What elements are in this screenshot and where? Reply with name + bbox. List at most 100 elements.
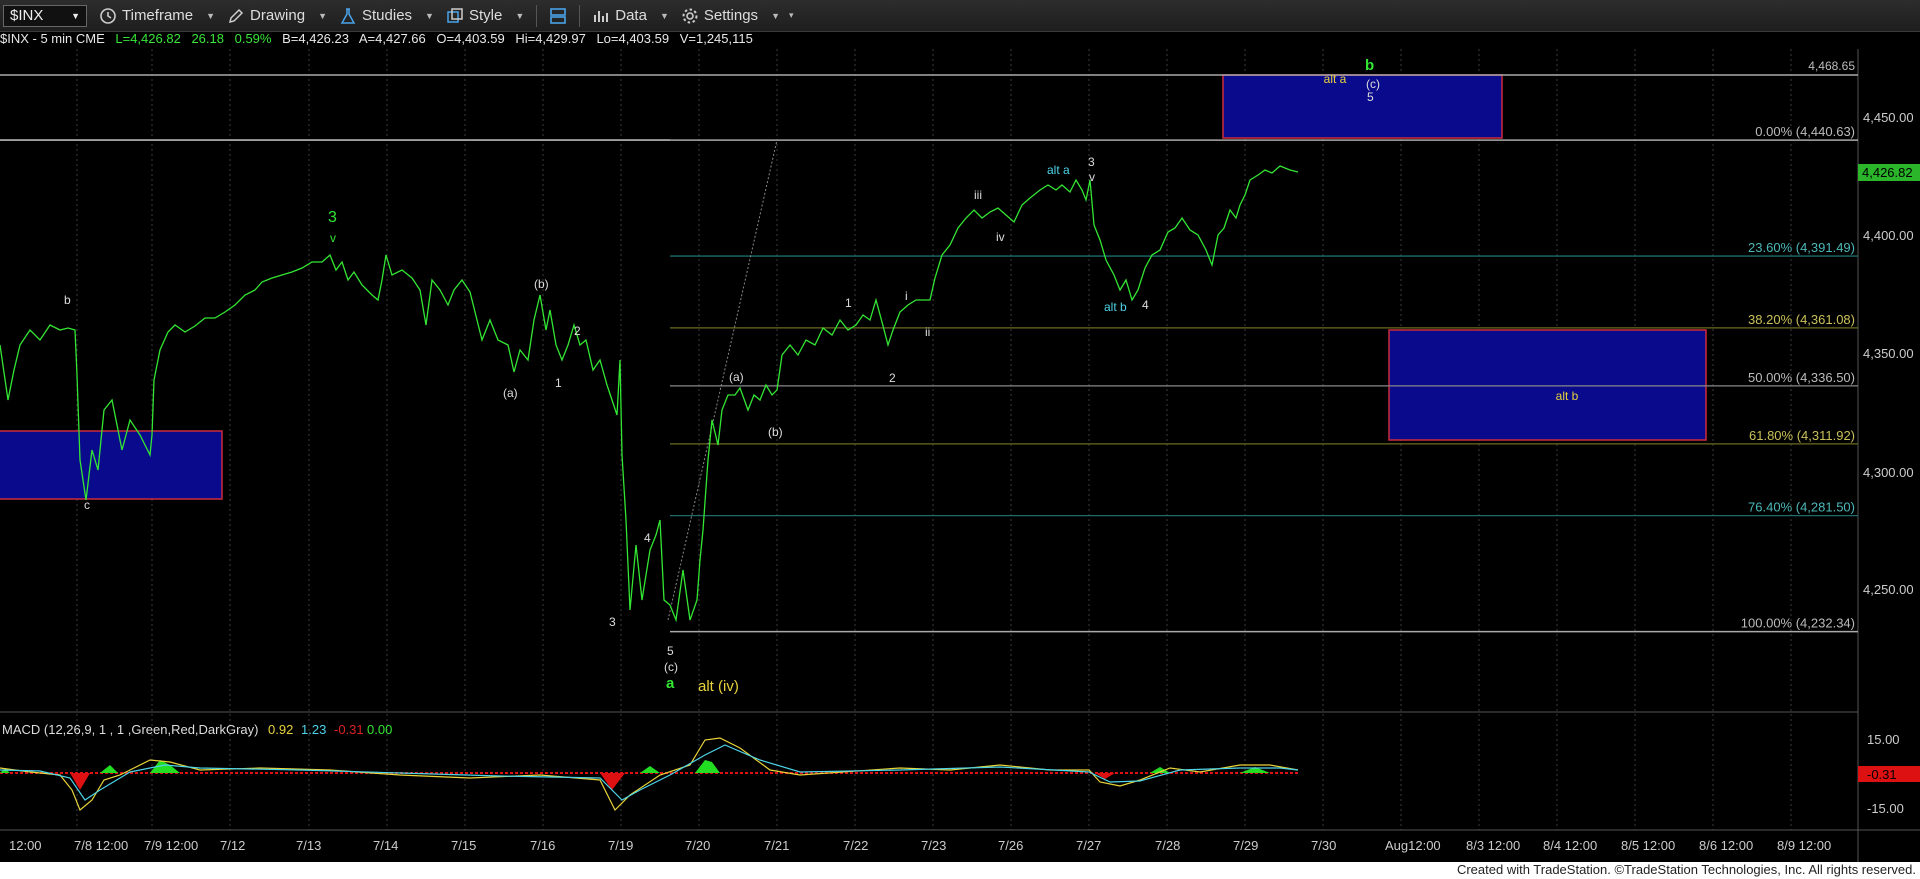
wave-label: (b): [768, 425, 783, 439]
style-button[interactable]: Style ▼: [440, 3, 530, 29]
zone-label-alt-a: alt a: [1324, 72, 1347, 86]
timeframe-label: Timeframe: [122, 7, 194, 24]
wave-label: a: [666, 675, 675, 692]
wave-label: 2: [889, 371, 896, 385]
wave-label: alt a: [1047, 163, 1070, 177]
macd-value: 0.92: [268, 722, 293, 737]
pencil-icon: [229, 8, 244, 23]
wave-label: (a): [503, 386, 518, 400]
macd-histogram-value: -0.31: [334, 722, 364, 737]
high-price: Hi=4,429.97: [515, 31, 586, 46]
price-tick: 4,400.00: [1863, 228, 1914, 243]
fib-level-label: 61.80% (4,311.92): [1749, 428, 1855, 443]
clock-icon: [100, 7, 116, 24]
time-tick: 7/29: [1233, 838, 1258, 853]
time-tick: 7/28: [1155, 838, 1180, 853]
caret-down-icon: ▼: [515, 10, 525, 21]
time-tick: 7/8 12:00: [74, 838, 128, 853]
macd-axis-tick: 15.00: [1867, 732, 1900, 747]
time-tick: 7/16: [530, 838, 555, 853]
style-icon: [447, 7, 463, 23]
wave-label: 5: [667, 644, 674, 658]
toolbar: $INX ▼ Timeframe ▼ Drawing ▼ Studies ▼ S…: [0, 0, 1920, 32]
low-price: Lo=4,403.59: [596, 31, 670, 46]
caret-down-icon: ▼: [425, 10, 434, 21]
fib-retracement[interactable]: 0.00% (4,440.63) 23.60% (4,391.49) 38.20% …: [0, 124, 1858, 633]
net-change: 26.18: [191, 31, 224, 46]
resistance-label: 4,468.65: [1808, 59, 1855, 73]
symbol-text: $INX: [10, 7, 44, 24]
price-series: [0, 165, 1299, 623]
symbol-selector[interactable]: $INX ▼: [3, 4, 87, 27]
time-tick: 8/5 12:00: [1621, 838, 1675, 853]
wave-label: 3: [609, 615, 616, 629]
target-zone-alt-b[interactable]: [1388, 329, 1707, 441]
symbol-info-bar: $INX - 5 min CME L=4,426.82 26.18 0.59% …: [0, 31, 760, 49]
time-tick: 7/19: [608, 838, 633, 853]
data-button[interactable]: Data ▼: [586, 3, 675, 29]
price-tick: 4,250.00: [1863, 582, 1914, 597]
target-zone-top[interactable]: [1222, 74, 1503, 139]
wave-label: 2: [574, 324, 581, 338]
toolbar-divider: [579, 4, 581, 27]
style-label: Style: [468, 7, 503, 24]
wave-label: v: [330, 231, 336, 245]
ask-price: A=4,427.66: [358, 31, 426, 46]
time-tick: 8/3 12:00: [1466, 838, 1520, 853]
macd-zero-value: 0.00: [367, 722, 392, 737]
time-tick: Aug12:00: [1385, 838, 1441, 853]
time-tick: 8/4 12:00: [1543, 838, 1597, 853]
layout-button[interactable]: [543, 3, 573, 29]
symbol-info: $INX - 5 min CME: [0, 31, 105, 46]
zone-label-alt-b: alt b: [1556, 389, 1579, 403]
macd-current-label: -0.31: [1867, 767, 1897, 782]
wave-label: c: [84, 498, 90, 512]
chevron-down-icon: ▼: [71, 10, 80, 21]
copyright-text: Created with TradeStation. ©TradeStation…: [1456, 862, 1916, 877]
studies-button[interactable]: Studies ▼: [333, 3, 440, 29]
bar-chart-icon: [594, 10, 609, 22]
data-label: Data: [615, 7, 647, 24]
wave-label: 3: [328, 209, 337, 226]
fib-level-label: 76.40% (4,281.50): [1748, 500, 1855, 515]
wave-label: (a): [729, 370, 744, 384]
fib-level-label: 0.00% (4,440.63): [1755, 124, 1855, 139]
drawing-button[interactable]: Drawing ▼: [221, 3, 333, 29]
time-tick: 7/13: [296, 838, 321, 853]
macd-histogram-neg: [70, 773, 1115, 790]
settings-label: Settings: [703, 7, 759, 24]
footer: Created with TradeStation. ©TradeStation…: [0, 862, 1920, 879]
macd-line: [0, 737, 1299, 812]
macd-panel[interactable]: MACD (12,26,9, 1 , 1 ,Green,Red,DarkGray…: [0, 722, 1920, 816]
wave-label: 4: [1142, 298, 1149, 312]
wave-label: i: [905, 289, 908, 303]
timeframe-button[interactable]: Timeframe ▼: [93, 3, 221, 29]
time-tick: 8/6 12:00: [1699, 838, 1753, 853]
last-price: L=4,426.82: [115, 31, 181, 46]
open-price: O=4,403.59: [436, 31, 505, 46]
bid-price: B=4,426.23: [282, 31, 349, 46]
fib-level-label: 38.20% (4,361.08): [1748, 312, 1855, 327]
current-price-marker: [1858, 164, 1920, 181]
drawing-label: Drawing: [250, 7, 306, 24]
price-axis[interactable]: 4,450.00 4,400.00 4,350.00 4,300.00 4,25…: [1863, 110, 1914, 597]
current-price-label: 4,426.82: [1862, 165, 1913, 180]
time-tick: 7/14: [373, 838, 398, 853]
support-zone-left: [0, 430, 223, 500]
net-change-pct: 0.59%: [234, 31, 272, 46]
caret-down-icon: ▼: [318, 10, 327, 21]
macd-axis-tick: -15.00: [1867, 801, 1904, 816]
caret-down-icon: ▼: [659, 10, 669, 21]
wave-label: 1: [845, 296, 852, 310]
settings-button[interactable]: Settings ▼ ▾: [675, 3, 800, 29]
wave-label: 4: [644, 531, 651, 545]
fib-trendline: [667, 139, 778, 621]
time-axis[interactable]: 12:00 7/8 12:00 7/9 12:00 7/12 7/13 7/14 7/15 7…: [9, 838, 1831, 853]
price-tick: 4,300.00: [1863, 465, 1914, 480]
price-chart[interactable]: 0.00% (4,440.63) 23.60% (4,391.49) 38.20% …: [0, 49, 1920, 862]
wave-label: (b): [534, 277, 549, 291]
time-tick: 7/21: [764, 838, 789, 853]
wave-label: 1: [555, 376, 562, 390]
time-tick: 12:00: [9, 838, 42, 853]
price-tick: 4,350.00: [1863, 346, 1914, 361]
